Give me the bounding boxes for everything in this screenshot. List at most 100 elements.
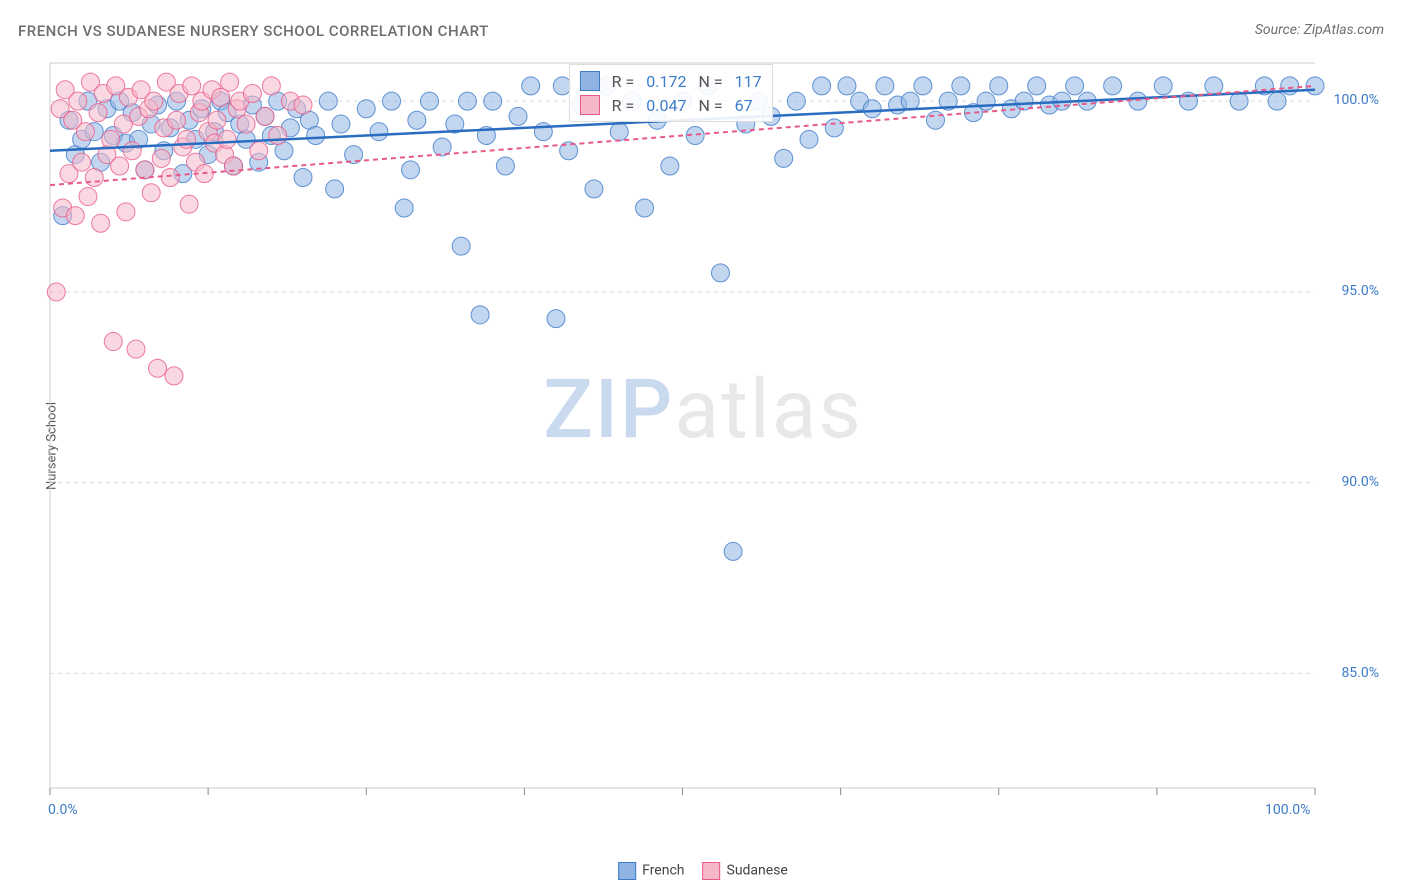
data-point [79,188,97,206]
data-point [711,264,729,282]
data-point [787,92,805,110]
source-label: Source: ZipAtlas.com [1255,22,1384,38]
data-point [452,237,470,255]
data-point [1268,92,1286,110]
data-point [102,130,120,148]
data-point [977,92,995,110]
data-point [307,127,325,145]
n-value: 67 [735,96,753,115]
data-point [1154,77,1172,95]
r-value: 0.047 [646,96,686,115]
data-point [395,199,413,217]
data-point [221,73,239,91]
data-point [509,107,527,125]
data-point [383,92,401,110]
data-point [161,168,179,186]
data-point [104,333,122,351]
data-point [269,127,287,145]
data-point [152,149,170,167]
data-point [876,77,894,95]
legend-swatch [618,862,636,880]
y-tick-label: 85.0% [1319,665,1379,681]
data-point [1066,77,1084,95]
n-label: N = [698,72,722,91]
data-point [636,199,654,217]
data-point [496,157,514,175]
data-point [610,123,628,141]
data-point [927,111,945,129]
data-point [76,123,94,141]
data-point [863,100,881,118]
data-point [370,123,388,141]
data-point [800,130,818,148]
data-point [1104,77,1122,95]
data-point [661,157,679,175]
data-point [825,119,843,137]
data-point [294,168,312,186]
data-point [183,77,201,95]
data-point [47,283,65,301]
data-point [421,92,439,110]
data-point [250,142,268,160]
stats-row: R = 0.047 N = 67 [580,93,762,117]
data-point [92,214,110,232]
data-point [180,195,198,213]
data-point [145,92,163,110]
data-point [294,96,312,114]
data-point [402,161,420,179]
stats-box: R =0.172N =117R =0.047N =67 [569,64,773,122]
data-point [990,77,1008,95]
y-tick-label: 95.0% [1319,283,1379,299]
data-point [66,207,84,225]
data-point [484,92,502,110]
y-tick-label: 100.0% [1319,92,1379,108]
data-point [332,115,350,133]
data-point [522,77,540,95]
data-point [724,542,742,560]
r-label: R = [612,96,635,115]
legend-item: French [618,862,684,880]
data-point [243,85,261,103]
r-value: 0.172 [646,72,686,91]
chart-title: FRENCH VS SUDANESE NURSERY SCHOOL CORREL… [18,22,489,40]
data-point [208,111,226,129]
y-tick-label: 90.0% [1319,474,1379,490]
data-point [142,184,160,202]
stats-row: R =0.172N =117 [580,69,762,93]
data-point [69,92,87,110]
x-tick-label: 0.0% [48,802,78,818]
data-point [123,142,141,160]
data-point [262,77,280,95]
data-point [408,111,426,129]
data-point [914,77,932,95]
data-point [534,123,552,141]
data-point [813,77,831,95]
legend-item: Sudanese [703,862,788,880]
data-point [224,157,242,175]
stats-swatch [580,71,600,91]
x-tick-label: 100.0% [1265,802,1310,818]
legend: French Sudanese [618,862,788,880]
legend-label: French [642,863,684,879]
data-point [89,104,107,122]
data-point [218,130,236,148]
data-point [1205,77,1223,95]
r-label: R = [612,72,635,91]
data-point [149,359,167,377]
n-label: N = [698,96,722,115]
data-point [357,100,375,118]
data-point [117,203,135,221]
data-point [165,367,183,385]
chart-svg [45,58,1385,818]
data-point [901,92,919,110]
legend-swatch [703,862,721,880]
data-point [85,168,103,186]
data-point [471,306,489,324]
data-point [127,340,145,358]
data-point [952,77,970,95]
data-point [136,161,154,179]
data-point [237,115,255,133]
data-point [547,310,565,328]
data-point [1028,77,1046,95]
data-point [111,157,129,175]
